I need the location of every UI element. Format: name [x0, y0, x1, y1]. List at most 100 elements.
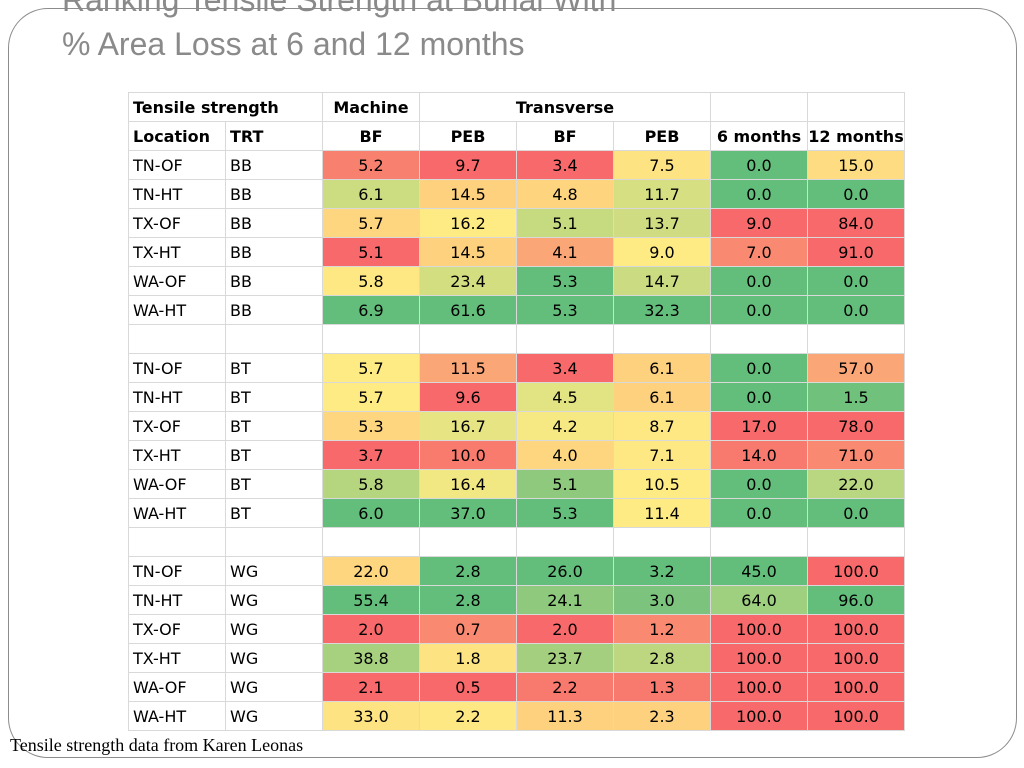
machine-bf-cell: 5.7	[322, 353, 420, 383]
location-cell	[128, 324, 226, 354]
area-loss-6m-cell: 17.0	[710, 411, 808, 441]
location-cell: TX-HT	[128, 237, 226, 267]
transverse-bf-cell: 2.0	[516, 614, 614, 644]
area-loss-12m-cell: 71.0	[807, 440, 905, 470]
transverse-bf-cell: 2.2	[516, 672, 614, 702]
transverse-bf-cell: 24.1	[516, 585, 614, 615]
location-cell: TX-OF	[128, 208, 226, 238]
machine-peb-cell: 11.5	[419, 353, 517, 383]
trt-cell: BT	[225, 440, 323, 470]
table-row: TX-HT BT 3.7 10.0 4.0 7.1 14.0 71.0	[128, 440, 905, 470]
machine-peb-cell: 10.0	[419, 440, 517, 470]
trt-cell	[225, 324, 323, 354]
area-loss-12m-cell: 0.0	[807, 179, 905, 209]
machine-bf-cell: 6.1	[322, 179, 420, 209]
header-row-columns: Location TRT BF PEB BF PEB 6 months 12 m…	[128, 121, 905, 151]
area-loss-6m-cell: 0.0	[710, 295, 808, 325]
transverse-peb-cell: 11.4	[613, 498, 711, 528]
transverse-peb-cell: 9.0	[613, 237, 711, 267]
trt-cell: BB	[225, 237, 323, 267]
header-6-months: 6 months	[710, 121, 808, 151]
header-blank-12m	[807, 92, 905, 122]
machine-bf-cell: 2.1	[322, 672, 420, 702]
transverse-peb-cell	[613, 527, 711, 557]
table-row: WA-OF WG 2.1 0.5 2.2 1.3 100.0 100.0	[128, 672, 905, 702]
transverse-peb-cell: 7.1	[613, 440, 711, 470]
machine-peb-cell: 61.6	[419, 295, 517, 325]
area-loss-6m-cell: 0.0	[710, 498, 808, 528]
area-loss-6m-cell: 14.0	[710, 440, 808, 470]
area-loss-12m-cell: 0.0	[807, 266, 905, 296]
area-loss-12m-cell: 84.0	[807, 208, 905, 238]
trt-cell: BT	[225, 382, 323, 412]
area-loss-6m-cell: 0.0	[710, 266, 808, 296]
trt-cell: BT	[225, 498, 323, 528]
machine-peb-cell	[419, 527, 517, 557]
machine-bf-cell: 22.0	[322, 556, 420, 586]
location-cell: WA-HT	[128, 295, 226, 325]
header-12-months: 12 months	[807, 121, 905, 151]
area-loss-6m-cell: 100.0	[710, 701, 808, 731]
header-transverse: Transverse	[419, 92, 711, 122]
transverse-bf-cell: 5.3	[516, 266, 614, 296]
transverse-peb-cell: 3.0	[613, 585, 711, 615]
trt-cell: BB	[225, 150, 323, 180]
trt-cell: BT	[225, 469, 323, 499]
location-cell: TN-HT	[128, 179, 226, 209]
location-cell	[128, 527, 226, 557]
area-loss-12m-cell	[807, 324, 905, 354]
area-loss-6m-cell: 100.0	[710, 672, 808, 702]
table-row: WA-HT BB 6.9 61.6 5.3 32.3 0.0 0.0	[128, 295, 905, 325]
table-row: TX-OF BB 5.7 16.2 5.1 13.7 9.0 84.0	[128, 208, 905, 238]
transverse-bf-cell	[516, 527, 614, 557]
transverse-peb-cell: 1.3	[613, 672, 711, 702]
transverse-bf-cell: 4.8	[516, 179, 614, 209]
transverse-bf-cell: 26.0	[516, 556, 614, 586]
machine-bf-cell: 5.8	[322, 266, 420, 296]
table-row: WA-OF BB 5.8 23.4 5.3 14.7 0.0 0.0	[128, 266, 905, 296]
location-cell: TX-HT	[128, 643, 226, 673]
table-row: TN-HT BB 6.1 14.5 4.8 11.7 0.0 0.0	[128, 179, 905, 209]
location-cell: TN-HT	[128, 585, 226, 615]
transverse-bf-cell: 4.5	[516, 382, 614, 412]
machine-bf-cell: 5.2	[322, 150, 420, 180]
machine-peb-cell: 1.8	[419, 643, 517, 673]
transverse-peb-cell	[613, 324, 711, 354]
area-loss-6m-cell: 7.0	[710, 237, 808, 267]
trt-cell: BB	[225, 266, 323, 296]
area-loss-6m-cell: 0.0	[710, 382, 808, 412]
machine-bf-cell: 33.0	[322, 701, 420, 731]
transverse-peb-cell: 10.5	[613, 469, 711, 499]
location-cell: TN-OF	[128, 150, 226, 180]
slide-title: Ranking Tensile Strength at Burial With …	[62, 0, 962, 66]
machine-bf-cell	[322, 527, 420, 557]
transverse-peb-cell: 6.1	[613, 353, 711, 383]
area-loss-6m-cell: 0.0	[710, 179, 808, 209]
title-line-2: % Area Loss at 6 and 12 months	[62, 26, 525, 62]
transverse-bf-cell: 5.3	[516, 498, 614, 528]
transverse-bf-cell: 5.3	[516, 295, 614, 325]
area-loss-6m-cell: 0.0	[710, 150, 808, 180]
header-machine: Machine	[322, 92, 420, 122]
table-row: WA-HT BT 6.0 37.0 5.3 11.4 0.0 0.0	[128, 498, 905, 528]
location-cell: WA-OF	[128, 266, 226, 296]
header-machine-peb: PEB	[419, 121, 517, 151]
trt-cell: BB	[225, 208, 323, 238]
machine-bf-cell	[322, 324, 420, 354]
header-blank-6m	[710, 92, 808, 122]
header-machine-bf: BF	[322, 121, 420, 151]
transverse-bf-cell: 11.3	[516, 701, 614, 731]
machine-peb-cell: 9.6	[419, 382, 517, 412]
machine-bf-cell: 5.3	[322, 411, 420, 441]
machine-bf-cell: 5.1	[322, 237, 420, 267]
transverse-bf-cell: 5.1	[516, 469, 614, 499]
area-loss-6m-cell: 9.0	[710, 208, 808, 238]
machine-peb-cell: 16.2	[419, 208, 517, 238]
transverse-bf-cell	[516, 324, 614, 354]
trt-cell: BB	[225, 295, 323, 325]
header-row-group: Tensile strength Machine Transverse	[128, 92, 905, 122]
table-row	[128, 324, 905, 354]
location-cell: TX-OF	[128, 614, 226, 644]
table-row: TX-HT WG 38.8 1.8 23.7 2.8 100.0 100.0	[128, 643, 905, 673]
tensile-strength-table: Tensile strength Machine Transverse Loca…	[128, 92, 905, 731]
